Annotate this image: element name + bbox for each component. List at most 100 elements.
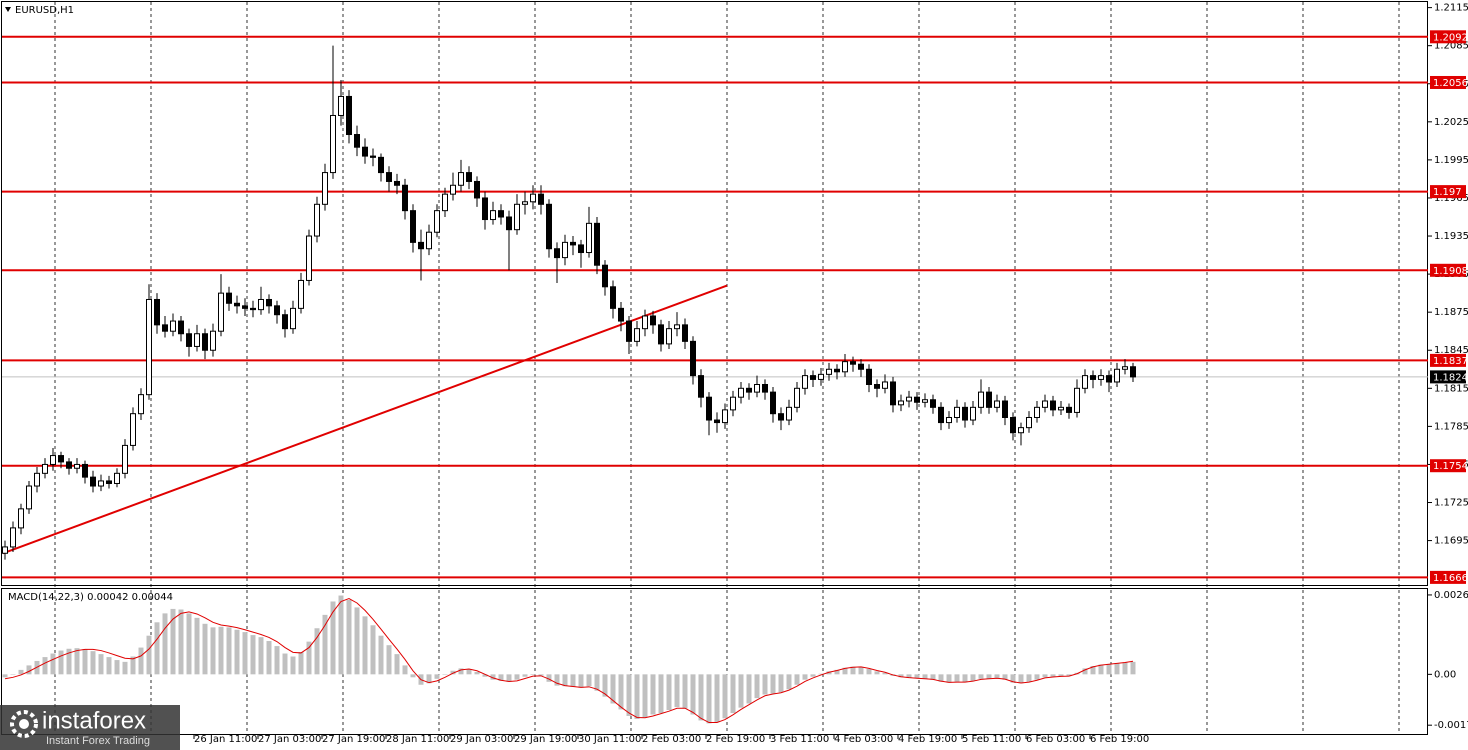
candle-body bbox=[802, 375, 808, 389]
candle-body bbox=[242, 305, 248, 309]
candle-body bbox=[298, 279, 304, 309]
macd-bar bbox=[338, 595, 344, 675]
candle-body bbox=[634, 328, 640, 342]
level-label: 1.1837 bbox=[1433, 356, 1468, 367]
macd-bar bbox=[618, 674, 624, 710]
macd-bar bbox=[378, 635, 384, 675]
macd-bar bbox=[898, 674, 904, 678]
candle-body bbox=[466, 172, 472, 182]
candle-body bbox=[458, 172, 464, 186]
macd-bar bbox=[722, 674, 728, 719]
candle-body bbox=[1130, 366, 1136, 378]
candle-body bbox=[250, 307, 256, 311]
macd-bar bbox=[954, 674, 960, 682]
candle-body bbox=[1098, 375, 1104, 380]
macd-bar bbox=[554, 674, 560, 686]
x-tick-label: 27 Jan 19:00 bbox=[322, 734, 385, 745]
candle-body bbox=[786, 406, 792, 421]
candle-body bbox=[874, 384, 880, 389]
macd-bar bbox=[114, 660, 120, 675]
candle-body bbox=[562, 241, 568, 259]
symbol-menu-icon[interactable] bbox=[5, 7, 11, 12]
candle-body bbox=[66, 461, 72, 469]
y-tick-label: 1.2025 bbox=[1434, 117, 1468, 128]
macd-bar bbox=[594, 674, 600, 691]
candle-body bbox=[946, 416, 952, 424]
watermark: instaforex Instant Forex Trading bbox=[0, 705, 180, 750]
candle-body bbox=[618, 307, 624, 322]
macd-bar bbox=[538, 674, 544, 676]
macd-bar bbox=[386, 645, 392, 675]
candle-body bbox=[1034, 406, 1040, 418]
x-tick-label: 5 Feb 11:00 bbox=[962, 734, 1021, 745]
candle-body bbox=[42, 463, 48, 474]
macd-bar bbox=[842, 667, 848, 675]
level-label-bg bbox=[1430, 459, 1466, 473]
macd-bar bbox=[786, 674, 792, 690]
macd-bar bbox=[282, 653, 288, 675]
candle-body bbox=[1114, 368, 1120, 383]
macd-bar bbox=[258, 637, 264, 675]
candle-body bbox=[930, 399, 936, 408]
macd-bar bbox=[1050, 674, 1056, 677]
candle-body bbox=[778, 413, 784, 421]
candle-body bbox=[34, 472, 40, 487]
macd-bar bbox=[202, 623, 208, 675]
candle-body bbox=[530, 193, 536, 203]
macd-bar bbox=[914, 674, 920, 679]
macd-bar bbox=[586, 674, 592, 687]
macd-bar bbox=[850, 666, 856, 675]
macd-bar bbox=[1114, 663, 1120, 675]
macd-bar bbox=[274, 646, 280, 675]
candle-body bbox=[50, 455, 56, 465]
candle-body bbox=[402, 184, 408, 212]
macd-y-tick-label: -0.00171 bbox=[1434, 720, 1468, 731]
macd-bar bbox=[706, 674, 712, 724]
candle-body bbox=[850, 361, 856, 365]
candle-body bbox=[18, 508, 24, 529]
candle-body bbox=[82, 463, 88, 478]
macd-signal-line bbox=[4, 597, 1134, 724]
candle-body bbox=[490, 210, 496, 221]
candle-body bbox=[706, 396, 712, 421]
candle-body bbox=[338, 95, 344, 116]
macd-bar bbox=[90, 651, 96, 675]
macd-bar bbox=[226, 627, 232, 675]
macd-bar bbox=[26, 665, 32, 675]
candle-body bbox=[1026, 416, 1032, 429]
macd-bar bbox=[994, 674, 1000, 678]
candle-body bbox=[210, 330, 216, 351]
macd-bar bbox=[370, 625, 376, 675]
macd-bar bbox=[42, 657, 48, 675]
macd-bar bbox=[970, 674, 976, 681]
macd-bar bbox=[690, 674, 696, 715]
macd-bar bbox=[546, 674, 552, 682]
macd-bar bbox=[530, 674, 536, 675]
candle-body bbox=[914, 396, 920, 403]
candle-body bbox=[818, 373, 824, 380]
macd-bar bbox=[314, 628, 320, 675]
candle-body bbox=[258, 298, 264, 311]
watermark-bg bbox=[0, 705, 180, 750]
candle-body bbox=[146, 298, 152, 396]
macd-bar bbox=[810, 674, 816, 677]
macd-bar bbox=[674, 674, 680, 708]
macd-bar bbox=[1058, 674, 1064, 677]
candle-body bbox=[770, 391, 776, 415]
macd-bar bbox=[514, 674, 520, 680]
candle-body bbox=[410, 210, 416, 243]
candle-body bbox=[234, 302, 240, 307]
candle-body bbox=[434, 210, 440, 233]
candle-body bbox=[226, 292, 232, 304]
candle-body bbox=[578, 244, 584, 254]
macd-bar bbox=[50, 653, 56, 675]
macd-bar bbox=[602, 674, 608, 697]
last-price-bg bbox=[1430, 370, 1466, 384]
candle-body bbox=[714, 419, 720, 424]
macd-bar bbox=[58, 650, 64, 675]
y-tick-label: 1.1725 bbox=[1434, 498, 1468, 509]
candle-body bbox=[1074, 387, 1080, 413]
x-tick-label: 29 Jan 03:00 bbox=[450, 734, 513, 745]
macd-bar bbox=[962, 674, 968, 683]
macd-bar bbox=[242, 632, 248, 675]
